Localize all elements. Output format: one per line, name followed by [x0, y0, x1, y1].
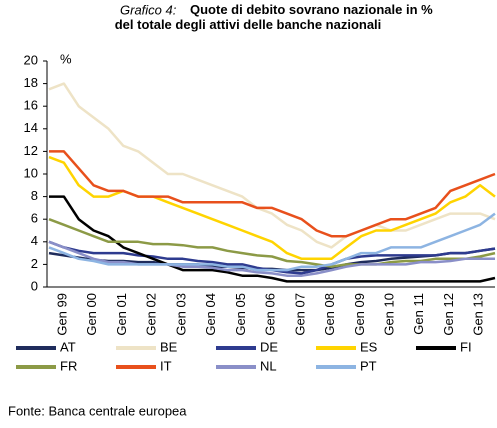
y-tick-label: 8: [31, 188, 38, 203]
x-tick-label: Gen 11: [411, 293, 426, 335]
x-tick-label: Gen 04: [203, 293, 218, 336]
series-line: [48, 212, 496, 272]
y-tick-label: 18: [24, 75, 38, 90]
x-tick-label: Gen 06: [263, 293, 278, 336]
x-tick-label: Gen 13: [471, 293, 486, 336]
x-tick-label: Gen 02: [144, 293, 159, 336]
y-tick-label: 0: [31, 278, 38, 293]
x-tick-label: Gen 09: [352, 293, 367, 336]
series-line: [48, 82, 496, 249]
x-tick-label: Gen 07: [292, 293, 307, 336]
chart-title-label: Grafico 4:: [120, 2, 177, 17]
x-tick-label: Gen 10: [382, 293, 397, 336]
y-tick-label: 20: [24, 52, 38, 67]
legend-label: FI: [460, 339, 472, 354]
title-line: del totale degli attivi delle banche naz…: [115, 17, 382, 32]
series-line: [48, 240, 495, 277]
chart-title: Quote di debito sovrano nazionale in % d…: [115, 2, 437, 32]
legend-label: FR: [60, 358, 77, 373]
legend-label: PT: [360, 358, 377, 373]
x-tick-label: Gen 00: [84, 293, 99, 336]
y-tick-label: 2: [31, 256, 38, 271]
legend-label: IT: [160, 358, 172, 373]
y-tick-label: 4: [31, 233, 38, 248]
legend-label: BE: [160, 339, 178, 354]
x-tick-label: Gen 12: [441, 293, 456, 336]
x-tick-label: Gen 05: [233, 293, 248, 336]
legend-label: NL: [260, 358, 277, 373]
y-tick-label: 12: [24, 143, 38, 158]
source: Fonte: Banca centrale europea: [8, 403, 187, 418]
y-tick-label: 10: [24, 165, 38, 180]
legend-label: DE: [260, 339, 278, 354]
legend-label: ES: [360, 339, 378, 354]
x-tick-label: Gen 99: [54, 293, 69, 336]
title-line: Quote di debito sovrano nazionale in %: [190, 2, 436, 17]
x-tick-label: Gen 08: [322, 293, 337, 336]
legend-label: AT: [60, 339, 76, 354]
series-line: [49, 150, 496, 238]
x-tick-label: Gen 03: [173, 293, 188, 336]
y-tick-label: 14: [24, 120, 38, 135]
y-tick-label: 6: [31, 211, 38, 226]
y-tick-label: 16: [24, 98, 38, 113]
x-tick-label: Gen 01: [114, 293, 129, 336]
series-line: [49, 195, 496, 283]
y-unit: %: [60, 51, 72, 66]
